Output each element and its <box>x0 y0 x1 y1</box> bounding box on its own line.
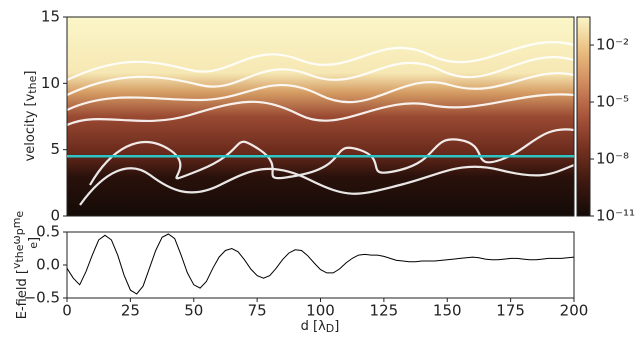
x-tick-label: 50 <box>184 302 203 320</box>
colorbar-tick-label: 10⁻⁸ <box>596 150 629 168</box>
bottom-ylabel: E-field [vtheωpmee] <box>10 211 42 320</box>
x-tick-label: 100 <box>306 302 335 320</box>
top-ylabel: velocity [vthe] <box>23 71 40 162</box>
colorbar-tick-label: 10⁻¹¹ <box>596 207 635 225</box>
x-tick-label: 200 <box>560 302 589 320</box>
y-tick-label: −0.5 <box>24 289 60 307</box>
xlabel-sub: D <box>326 322 334 335</box>
frac-num: p <box>13 228 26 235</box>
frac-num: e <box>13 211 26 218</box>
xlabel-text: d [λ <box>301 319 326 334</box>
x-tick-label: 0 <box>62 302 72 320</box>
y-tick-label: 0 <box>50 207 60 225</box>
x-tick-label: 125 <box>370 302 399 320</box>
y-tick-label: 5 <box>50 140 60 158</box>
frac-num: m <box>10 218 23 229</box>
bottom-frame <box>66 231 575 299</box>
x-tick-label: 150 <box>433 302 462 320</box>
y-tick-label: 0.0 <box>36 256 60 274</box>
colorbar <box>576 16 591 217</box>
colorbar-tick-label: 10⁻² <box>596 36 629 54</box>
y-tick-label: 0.5 <box>36 223 60 241</box>
top-frame <box>66 16 575 217</box>
frac-den: e <box>27 242 40 249</box>
heatmap-field <box>67 17 574 216</box>
x-tick-label: 25 <box>121 302 140 320</box>
ylabel-sub: the <box>26 75 39 93</box>
y-tick-label: 10 <box>41 74 60 92</box>
x-tick-label: 175 <box>496 302 525 320</box>
ylabel-end: ] <box>27 237 42 242</box>
xlabel-end: ] <box>334 319 339 334</box>
frac-num: ω <box>10 235 23 244</box>
frac-num: the <box>13 244 26 262</box>
e-field-line <box>66 233 575 295</box>
heatmap <box>67 17 574 216</box>
x-tick-label: 75 <box>248 302 267 320</box>
colorbar-tick-label: 10⁻⁵ <box>596 93 629 111</box>
ylabel-text: velocity [v <box>23 93 38 161</box>
x-label: d [λD] <box>301 319 340 336</box>
y-tick-label: 15 <box>41 8 60 26</box>
ylabel-text: E-field [ <box>15 269 30 319</box>
frac-num: v <box>10 262 23 269</box>
filaments <box>67 41 574 206</box>
ylabel-fraction: vtheωpmee <box>10 211 40 270</box>
ylabel-end: ] <box>23 71 38 76</box>
